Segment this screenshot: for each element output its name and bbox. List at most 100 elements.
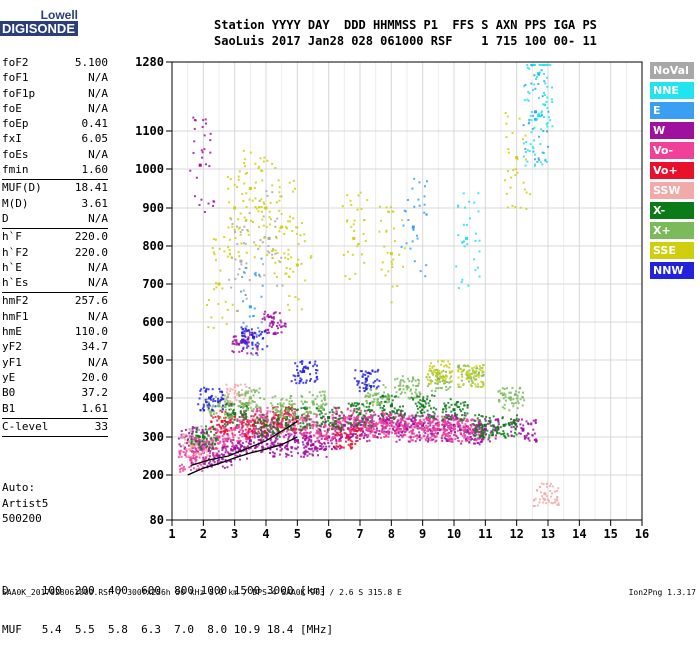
echo-dot-vo- [348, 427, 351, 430]
echo-dot-vo- [470, 425, 473, 428]
echo-dot-x- [432, 406, 435, 409]
echo-dot-sse [353, 219, 356, 222]
echo-dot-vo- [432, 418, 435, 421]
echo-dot-x+ [376, 397, 379, 400]
echo-dot-e [530, 82, 533, 85]
echo-dot-vo- [179, 470, 182, 473]
echo-dot-x+ [271, 404, 274, 407]
echo-dot-w [302, 435, 305, 438]
echo-dot-x- [395, 412, 398, 415]
echo-dot-sse [212, 326, 215, 329]
echo-dot-x- [515, 423, 518, 426]
echo-dot-x- [208, 446, 211, 449]
echo-dot-w [471, 431, 474, 434]
echo-dot-w [270, 326, 273, 329]
echo-dot-x- [262, 418, 265, 421]
echo-dot-ssw [550, 502, 553, 505]
echo-dot-x- [225, 402, 228, 405]
echo-dot-sse [474, 383, 477, 386]
echo-dot-w [381, 425, 384, 428]
echo-dot-x- [515, 419, 518, 422]
echo-dot-e [407, 219, 410, 222]
echo-dot-vo+ [358, 434, 361, 437]
echo-dot-x+ [457, 364, 460, 367]
echo-dot-w [330, 442, 333, 445]
echo-dot-nnw [364, 373, 367, 376]
y-tick-label: 300 [142, 430, 164, 444]
echo-dot-sse [460, 371, 463, 374]
echo-dot-x- [476, 417, 479, 420]
echo-dot-vo- [349, 430, 352, 433]
echo-dot-nne [464, 206, 467, 209]
echo-point-nnw [208, 396, 212, 400]
echo-dot-x- [504, 436, 507, 439]
echo-dot-x+ [470, 377, 473, 380]
echo-dot-w [466, 429, 469, 432]
echo-dot-w [473, 424, 476, 427]
echo-dot-x+ [445, 385, 448, 388]
echo-dot-x- [481, 415, 484, 418]
echo-dot-w [397, 432, 400, 435]
echo-dot-noval [194, 426, 197, 429]
echo-dot-ssw [241, 404, 244, 407]
echo-dot-vo+ [295, 427, 298, 430]
echo-dot-x- [416, 395, 419, 398]
echo-dot-x+ [239, 405, 242, 408]
echo-dot-vo- [452, 427, 455, 430]
echo-dot-vo- [246, 425, 249, 428]
echo-dot-x+ [399, 392, 402, 395]
echo-dot-vo+ [244, 428, 247, 431]
echo-dot-x+ [448, 381, 451, 384]
echo-dot-vo- [371, 430, 374, 433]
echo-dot-vo+ [281, 418, 284, 421]
echo-dot-sse [263, 156, 266, 159]
echo-dot-ssw [549, 490, 552, 493]
echo-dot-vo- [369, 413, 372, 416]
echo-dot-w [255, 445, 258, 448]
echo-dot-ssw [188, 434, 191, 437]
echo-dot-x+ [468, 375, 471, 378]
echo-dot-vo- [269, 434, 272, 437]
echo-dot-vo- [465, 420, 468, 423]
echo-dot-vo- [269, 428, 272, 431]
echo-dot-nnw [302, 366, 305, 369]
echo-dot-nne [542, 91, 545, 94]
echo-dot-e [403, 209, 406, 212]
echo-dot-vo- [273, 435, 276, 438]
echo-dot-x- [258, 427, 261, 430]
echo-dot-w [307, 447, 310, 450]
echo-dot-nnw [294, 375, 297, 378]
echo-dot-x+ [279, 414, 282, 417]
echo-dot-vo+ [214, 415, 217, 418]
echo-dot-x- [195, 434, 198, 437]
echo-dot-x- [477, 425, 480, 428]
echo-dot-w [460, 442, 463, 445]
echo-dot-sse [228, 238, 231, 241]
echo-dot-e [524, 83, 527, 86]
echo-dot-e [256, 354, 259, 357]
echo-dot-w [532, 419, 535, 422]
echo-dot-w [392, 427, 395, 430]
echo-dot-nnw [201, 407, 204, 410]
echo-dot-nnw [377, 368, 380, 371]
echo-dot-vo- [467, 426, 470, 429]
echo-dot-vo+ [252, 419, 255, 422]
echo-dot-vo- [420, 420, 423, 423]
echo-dot-x- [502, 430, 505, 433]
echo-dot-nne [541, 63, 544, 66]
echo-dot-w [283, 322, 286, 325]
echo-dot-x- [306, 415, 309, 418]
echo-dot-x- [462, 401, 465, 404]
echo-dot-vo- [326, 436, 329, 439]
echo-dot-x- [474, 428, 477, 431]
echo-dot-x+ [254, 391, 257, 394]
echo-dot-x- [456, 406, 459, 409]
echo-dot-vo- [367, 421, 370, 424]
echo-dot-e [541, 95, 544, 98]
echo-dot-vo+ [337, 427, 340, 430]
echo-dot-x+ [503, 403, 506, 406]
echo-dot-nne [455, 265, 458, 268]
echo-dot-w [326, 430, 329, 433]
echo-dot-vo+ [215, 432, 218, 435]
echo-dot-vo- [418, 423, 421, 426]
